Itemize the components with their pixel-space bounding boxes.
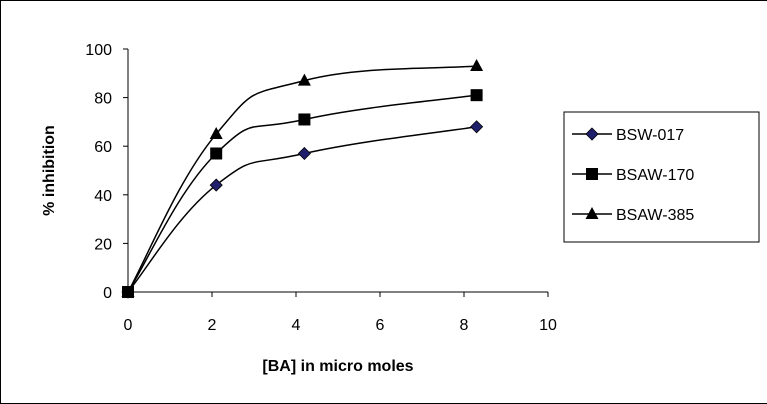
x-axis-title: [BA] in micro moles <box>262 358 413 375</box>
x-tick-label: 6 <box>376 317 385 334</box>
y-axis-title: % inhibition <box>41 125 58 216</box>
data-point <box>210 147 223 160</box>
y-tick-label: 40 <box>94 188 112 205</box>
data-point <box>209 178 223 192</box>
x-tick-label: 8 <box>460 317 469 334</box>
data-point <box>470 59 484 72</box>
data-point <box>209 127 223 140</box>
legend-label: BSAW-385 <box>616 207 694 224</box>
y-tick-label: 80 <box>94 91 112 108</box>
data-point <box>121 285 135 297</box>
x-tick-label: 10 <box>539 317 557 334</box>
y-tick-label: 0 <box>103 285 112 302</box>
x-tick-label: 4 <box>292 317 301 334</box>
y-tick-label: 20 <box>94 236 112 253</box>
data-point <box>297 146 311 161</box>
series-line-2 <box>127 94 477 293</box>
data-point <box>470 120 484 134</box>
legend: BSW-017 BSAW-170 BSAW-385 <box>563 111 760 243</box>
legend-marker <box>586 168 598 180</box>
legend-marker <box>585 207 599 219</box>
legend-marker <box>585 127 599 141</box>
legend-label: BSAW-170 <box>616 167 694 184</box>
y-tick-label: 60 <box>94 139 112 156</box>
series-line-1 <box>127 126 477 293</box>
legend-label: BSW-017 <box>616 127 684 144</box>
x-tick-label: 2 <box>208 317 217 334</box>
series-line-3 <box>127 65 477 293</box>
x-tick-label: 0 <box>124 317 133 334</box>
y-tick-label: 100 <box>85 42 112 59</box>
data-point <box>298 113 311 126</box>
data-point <box>297 73 311 86</box>
series-group <box>121 59 484 299</box>
plot-area <box>127 49 548 293</box>
axis-ticks: 0 20 40 60 80 100 0 2 4 6 8 10 <box>85 42 557 334</box>
data-point <box>470 89 483 102</box>
